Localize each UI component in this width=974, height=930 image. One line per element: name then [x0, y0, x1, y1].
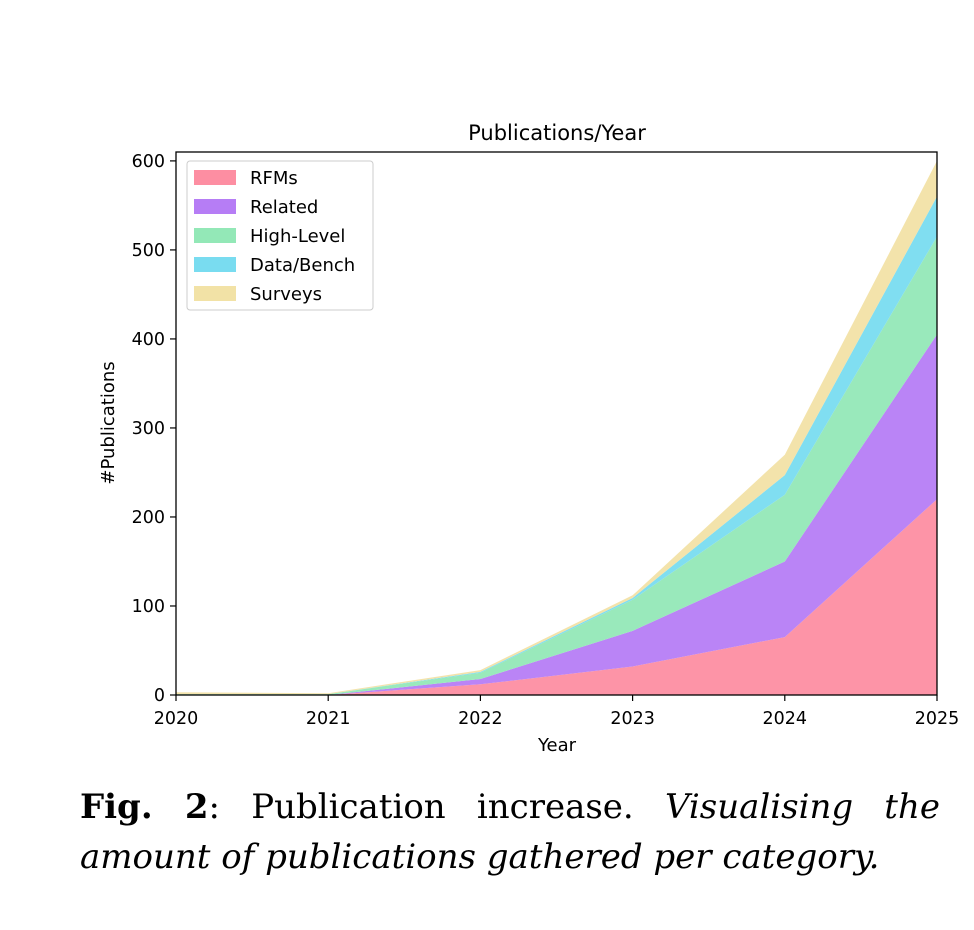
x-tick-label: 2022: [458, 709, 503, 729]
y-tick-label: 200: [132, 508, 165, 528]
figure-label: Fig. 2: [80, 787, 209, 827]
area-layers: [176, 160, 937, 695]
y-tick-label: 500: [132, 241, 165, 261]
x-tick-label: 2020: [154, 709, 199, 729]
y-tick-label: 600: [132, 152, 165, 172]
legend-swatch: [194, 199, 236, 214]
y-axis-ticks: 0 100 200 300 400 500 600: [132, 152, 176, 706]
stacked-area-chart: Publications/Year 2020 2021 2022 2023 2024 20…: [98, 121, 960, 756]
area-related: [176, 334, 937, 695]
y-tick-label: 400: [132, 330, 165, 350]
x-axis-label: Year: [537, 735, 577, 756]
caption-description: Visualising the amount of publications g…: [80, 787, 940, 877]
y-tick-label: 300: [132, 419, 165, 439]
y-tick-label: 100: [132, 597, 165, 617]
legend-label: Related: [250, 197, 318, 218]
legend-label: High-Level: [250, 226, 345, 247]
figure-caption: Fig. 2: Publication increase. Visualisin…: [80, 782, 940, 882]
caption-text: : Publication increase.: [208, 787, 665, 827]
legend-label: Data/Bench: [250, 255, 355, 276]
x-tick-label: 2023: [610, 709, 655, 729]
legend-swatch: [194, 228, 236, 243]
chart-title: Publications/Year: [468, 121, 646, 145]
y-axis-label: #Publications: [98, 361, 119, 484]
legend-swatch: [194, 286, 236, 301]
y-tick-label: 0: [154, 686, 165, 706]
legend-swatch: [194, 257, 236, 272]
legend-swatch: [194, 170, 236, 185]
x-axis-ticks: 2020 2021 2022 2023 2024 2025: [154, 695, 960, 729]
legend-label: RFMs: [250, 168, 298, 189]
x-tick-label: 2024: [763, 709, 808, 729]
plot-frame: [175, 151, 938, 696]
legend-box: [186, 160, 374, 311]
area-rfms: [176, 499, 937, 695]
x-tick-label: 2025: [915, 709, 960, 729]
legend: RFMs Related High-Level Data/Bench Surveys: [186, 160, 374, 311]
x-tick-label: 2021: [306, 709, 351, 729]
legend-label: Surveys: [250, 284, 322, 305]
